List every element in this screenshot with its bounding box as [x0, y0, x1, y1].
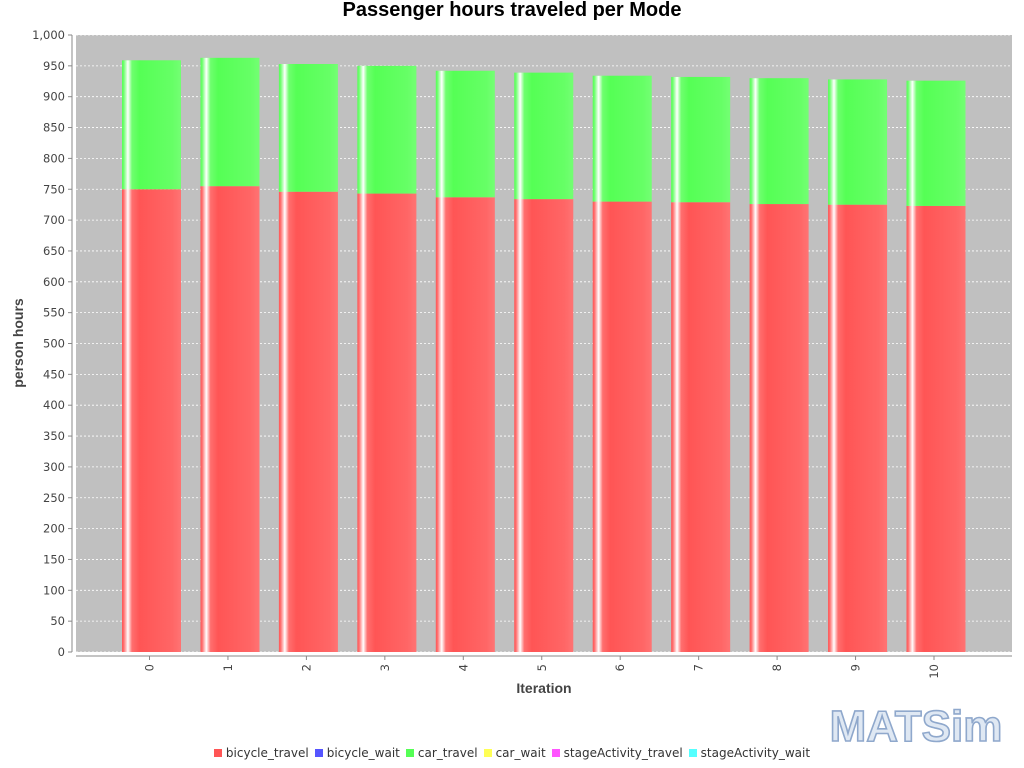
legend-label: car_travel	[417, 746, 478, 760]
x-axis-label: Iteration	[516, 680, 571, 696]
matsim-logo: MATSim	[829, 701, 1003, 750]
y-tick-label: 50	[50, 614, 65, 628]
bar-highlight	[671, 76, 731, 653]
logo-text: MATSim	[830, 702, 1003, 750]
legend-label: bicycle_wait	[326, 746, 400, 760]
y-tick-label: 150	[43, 552, 65, 566]
legend-item-bicycle_wait: bicycle_wait	[314, 746, 400, 760]
y-tick-label: 700	[43, 213, 65, 227]
legend-item-stageActivity_wait: stageActivity_wait	[688, 746, 811, 760]
y-tick-label: 950	[43, 59, 65, 73]
y-tick-label: 350	[43, 429, 65, 443]
bar-highlight	[278, 63, 338, 652]
y-tick-label: 0	[58, 645, 65, 659]
y-tick-label: 850	[43, 121, 65, 135]
legend-swatch	[688, 749, 697, 757]
legend-swatch	[483, 749, 492, 757]
legend-label: car_wait	[495, 746, 546, 760]
y-axis-label: person hours	[10, 298, 26, 388]
bar-highlight	[357, 65, 417, 653]
legend-label: stageActivity_wait	[700, 746, 811, 760]
y-tick-label: 400	[43, 398, 65, 412]
x-tick-label: 8	[770, 664, 784, 671]
legend-swatch	[213, 749, 222, 757]
legend-label: stageActivity_travel	[563, 746, 683, 760]
y-tick-label: 750	[43, 182, 65, 196]
bar-highlight	[592, 75, 652, 653]
bar-highlight	[200, 57, 260, 653]
x-tick-label: 6	[613, 664, 627, 671]
legend-swatch	[405, 749, 414, 757]
legend-item-car_wait: car_wait	[483, 746, 546, 760]
bar-highlight	[828, 79, 888, 652]
y-tick-label: 600	[43, 275, 65, 289]
x-tick-label: 3	[378, 664, 392, 671]
y-tick-label: 300	[43, 460, 65, 474]
legend-item-stageActivity_travel: stageActivity_travel	[551, 746, 683, 760]
y-axis-ticks: 0 50 100 150 200 250 300 350 400 450 500 550 600 650 7…	[32, 28, 72, 659]
x-tick-label: 7	[692, 664, 706, 671]
x-axis-ticks: 0 1 2 3 4 5 6 7 8 9 10	[143, 656, 941, 679]
y-tick-label: 1,000	[32, 28, 65, 42]
legend-label: bicycle_travel	[225, 746, 309, 760]
y-tick-label: 800	[43, 151, 65, 165]
chart-title: Passenger hours traveled per Mode	[342, 0, 682, 21]
legend-item-bicycle_travel: bicycle_travel	[213, 746, 309, 760]
x-tick-label: 4	[456, 664, 470, 671]
legend-item-car_travel: car_travel	[405, 746, 478, 760]
x-tick-label: 0	[143, 664, 157, 671]
bar-highlight	[122, 60, 181, 653]
bar-highlight	[435, 70, 495, 652]
bar-highlight	[906, 80, 966, 652]
y-tick-label: 550	[43, 306, 65, 320]
bar-highlight	[514, 72, 574, 652]
y-tick-label: 250	[43, 491, 65, 505]
y-tick-label: 650	[43, 244, 65, 258]
x-tick-label: 1	[221, 664, 235, 671]
legend-swatch	[314, 749, 323, 757]
y-tick-label: 100	[43, 583, 65, 597]
legend-swatch	[551, 749, 560, 757]
bar-highlight	[749, 78, 809, 652]
y-tick-label: 200	[43, 522, 65, 536]
y-tick-label: 500	[43, 337, 65, 351]
x-tick-label: 10	[927, 664, 941, 679]
y-tick-label: 450	[43, 367, 65, 381]
y-tick-label: 900	[43, 90, 65, 104]
x-tick-label: 9	[849, 664, 863, 671]
x-tick-label: 5	[535, 664, 549, 671]
bars	[122, 57, 966, 653]
legend: bicycle_travel bicycle_wait car_travel car_…	[0, 746, 1024, 760]
x-tick-label: 2	[299, 664, 313, 671]
